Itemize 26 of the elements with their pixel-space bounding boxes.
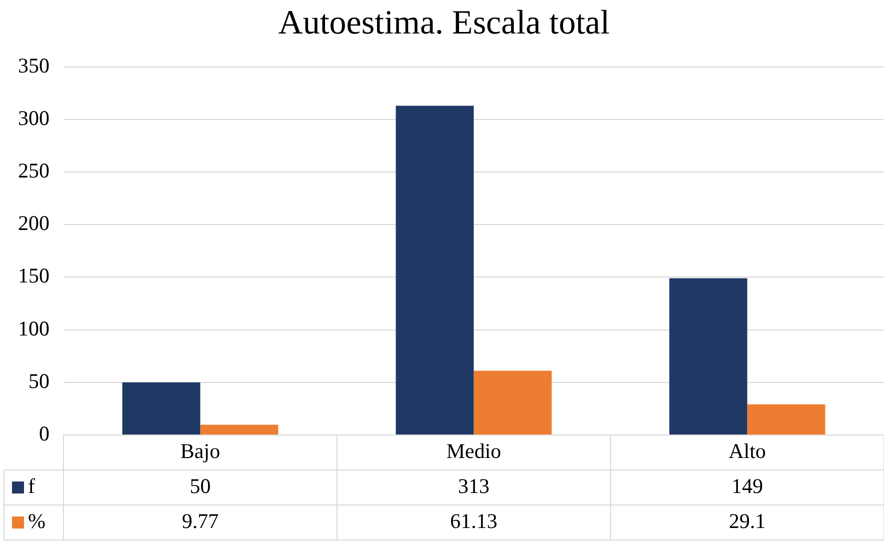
x-tick-label: Alto [728, 439, 766, 464]
y-tick-label: 350 [18, 53, 50, 78]
bar [747, 404, 826, 434]
bar [200, 424, 278, 434]
y-tick-label: 300 [18, 106, 50, 130]
legend-label: f [28, 474, 35, 498]
data-label: 50 [190, 474, 211, 498]
data-label: 149 [732, 474, 763, 498]
y-tick-label: 100 [18, 316, 50, 340]
chart-title: Autoestima. Escala total [278, 4, 610, 42]
x-tick-label: Medio [446, 439, 502, 464]
y-tick-label: 50 [28, 368, 50, 393]
y-tick-label: 150 [18, 264, 50, 288]
legend-label: % [28, 509, 46, 534]
data-label: 29.1 [728, 509, 766, 534]
y-tick-label: 200 [18, 211, 50, 236]
bar [122, 382, 200, 434]
data-label: 61.13 [450, 509, 498, 534]
bar [669, 278, 748, 434]
data-label: 9.77 [182, 509, 219, 534]
y-tick-label: 0 [39, 422, 50, 446]
x-tick-label: Bajo [180, 439, 220, 464]
bar [396, 106, 474, 434]
bar [474, 370, 552, 434]
y-tick-label: 250 [18, 158, 50, 183]
data-label: 313 [458, 474, 490, 498]
